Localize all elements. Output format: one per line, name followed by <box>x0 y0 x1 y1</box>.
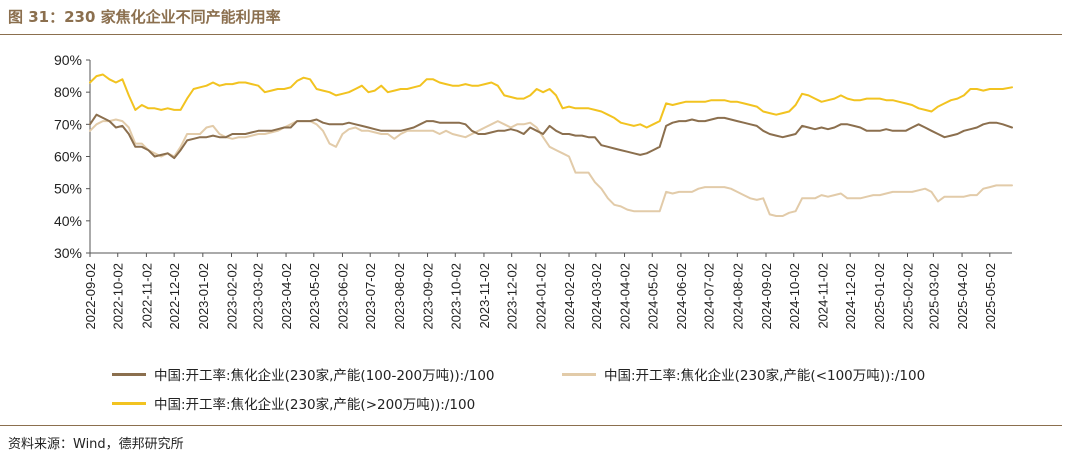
x-tick-label: 2024-04-02 <box>618 263 633 330</box>
x-tick-label: 2025-01-02 <box>872 263 887 330</box>
x-tick-label: 2025-03-02 <box>926 263 941 330</box>
x-tick-label: 2022-11-02 <box>139 263 154 329</box>
x-tick-label: 2024-07-02 <box>702 263 717 330</box>
legend-swatch <box>112 372 146 376</box>
x-tick-label: 2024-10-02 <box>787 263 802 330</box>
x-tick-label: 2024-09-02 <box>759 263 774 330</box>
x-tick-label: 2024-01-02 <box>533 263 548 330</box>
legend-item-3: 中国:开工率:焦化企业(230家,产能(>200万吨)):/100 <box>112 394 476 413</box>
legend-swatch <box>562 372 596 376</box>
x-tick-label: 2023-05-02 <box>307 263 322 330</box>
x-tick-label: 2025-05-02 <box>983 263 998 330</box>
y-axis: 30% 40% 50% 60% 70% 80% 90% <box>54 52 91 261</box>
series-lines <box>89 73 1013 217</box>
y-tick-label: 50% <box>54 181 82 197</box>
line-chart: 30% 40% 50% 60% 70% 80% 90% 2022-09-02 2022-10-… <box>54 52 1013 330</box>
x-tick-label: 2024-06-02 <box>674 263 689 330</box>
legend-item-2: 中国:开工率:焦化企业(230家,产能(<100万吨)):/100 <box>562 365 926 384</box>
x-axis: 2022-09-02 2022-10-02 2022-11-02 2022-12-02… <box>83 252 1012 330</box>
x-tick-label: 2024-08-02 <box>730 263 745 330</box>
x-tick-label: 2023-12-02 <box>505 263 520 330</box>
x-tick-label: 2023-09-02 <box>421 263 436 330</box>
y-tick-label: 60% <box>54 149 82 165</box>
bottom-divider <box>0 425 1062 426</box>
series-line-3 <box>89 73 1013 129</box>
series-line-1 <box>89 113 1013 160</box>
x-tick-label: 2024-05-02 <box>645 263 660 330</box>
source-note: 资料来源：Wind，德邦研究所 <box>8 437 184 452</box>
x-tick-label: 2025-04-02 <box>955 263 970 330</box>
x-tick-label: 2023-08-02 <box>392 263 407 330</box>
x-tick-label: 2023-07-02 <box>363 263 378 330</box>
y-tick-label: 90% <box>54 52 82 68</box>
x-tick-label: 2022-09-02 <box>83 263 98 330</box>
y-tick-label: 40% <box>54 213 82 229</box>
x-tick-label: 2023-06-02 <box>335 263 350 330</box>
y-tick-label: 30% <box>54 245 82 261</box>
legend-item-1: 中国:开工率:焦化企业(230家,产能(100-200万吨)):/100 <box>112 365 495 384</box>
x-tick-label: 2023-02-02 <box>224 263 239 330</box>
x-tick-label: 2024-12-02 <box>843 263 858 330</box>
x-tick-label: 2023-11-02 <box>477 263 492 329</box>
y-tick-label: 80% <box>54 84 82 100</box>
legend-label: 中国:开工率:焦化企业(230家,产能(100-200万吨)):/100 <box>154 368 495 384</box>
x-tick-label: 2024-11-02 <box>815 263 830 329</box>
y-tick-label: 70% <box>54 116 82 132</box>
top-divider <box>0 34 1062 35</box>
x-tick-label: 2023-03-02 <box>250 263 265 330</box>
series-line-2 <box>89 118 1013 217</box>
x-tick-label: 2025-02-02 <box>901 263 916 330</box>
x-tick-label: 2023-01-02 <box>196 263 211 330</box>
x-tick-label: 2022-10-02 <box>111 263 126 330</box>
x-tick-label: 2022-12-02 <box>167 263 182 330</box>
x-tick-label: 2023-10-02 <box>448 263 463 330</box>
x-tick-label: 2024-03-02 <box>589 263 604 330</box>
x-tick-label: 2023-04-02 <box>279 263 294 330</box>
x-tick-label: 2024-02-02 <box>562 263 577 330</box>
legend-label: 中国:开工率:焦化企业(230家,产能(<100万吨)):/100 <box>604 368 926 384</box>
legend-label: 中国:开工率:焦化企业(230家,产能(>200万吨)):/100 <box>154 397 476 413</box>
figure-title: 图 31：230 家焦化企业不同产能利用率 <box>8 8 281 26</box>
legend-swatch <box>112 401 146 405</box>
